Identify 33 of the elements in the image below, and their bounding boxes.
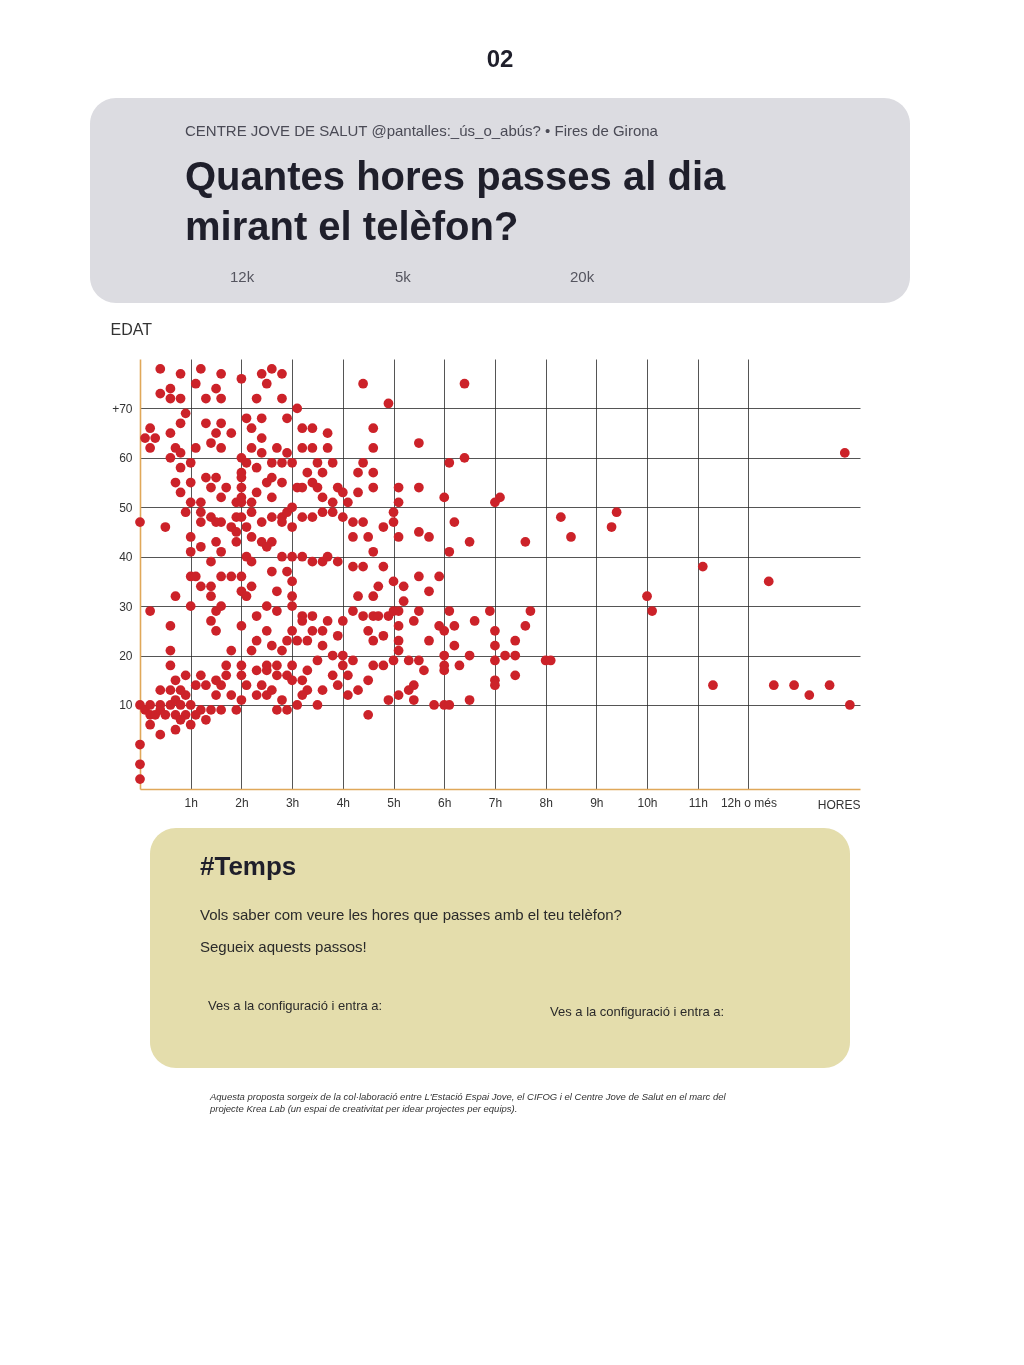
x-tick-label: 12h o més: [720, 795, 777, 810]
text: Aquesta proposta sorgeix de la col·laboració entre L'Estació Espai Jove, el CIFOG i el Centre Jove de Salut en el marc del projecte Krea Lab (un espai de creativitat per idear projectes per equips).: [209, 1091, 727, 1114]
text: Vols saber com veure les hores que passes amb el teu telèfon?: [200, 906, 622, 923]
y-tick-label: 60: [119, 451, 133, 466]
chart-title: Quantes hores passes al dia mirant el telèfon?: [185, 154, 726, 248]
text: Segueix aquests passos!: [200, 938, 367, 955]
x-tick-label: 7h: [488, 795, 503, 810]
x-tick-label: 2h: [235, 795, 249, 810]
y-tick-label: 30: [119, 599, 133, 614]
text: 12k: [230, 268, 255, 285]
chart-subtitle: CENTRE JOVE DE SALUT @pantalles:_ús_o_abús? • Fires de Girona: [185, 122, 659, 139]
y-tick-label: 40: [119, 550, 133, 565]
x-tick-label: 4h: [336, 795, 350, 810]
text: 20k: [570, 268, 595, 285]
x-tick-label: 10h: [637, 795, 658, 810]
y-axis-title: EDAT: [110, 320, 153, 338]
text: Ves a la configuració i entra a:: [208, 998, 383, 1013]
x-tick-label: 3h: [285, 795, 300, 810]
x-tick-label: 1h: [184, 795, 198, 810]
y-tick-label: 50: [119, 500, 133, 515]
x-tick-label: 11h: [688, 795, 708, 810]
text: 02: [486, 45, 514, 72]
x-tick-label: 8h: [539, 795, 553, 810]
text: #Temps: [200, 851, 297, 881]
x-tick-label: 6h: [438, 795, 452, 810]
text: Ves a la configuració i entra a:: [550, 1004, 725, 1019]
x-tick-label: 5h: [387, 795, 401, 810]
x-axis-title: HORES: [817, 797, 861, 812]
y-tick-label: 20: [119, 649, 133, 664]
y-tick-label: 10: [119, 698, 133, 713]
text: 5k: [395, 268, 412, 285]
x-tick-label: 9h: [590, 795, 604, 810]
y-tick-label: +70: [112, 401, 133, 416]
